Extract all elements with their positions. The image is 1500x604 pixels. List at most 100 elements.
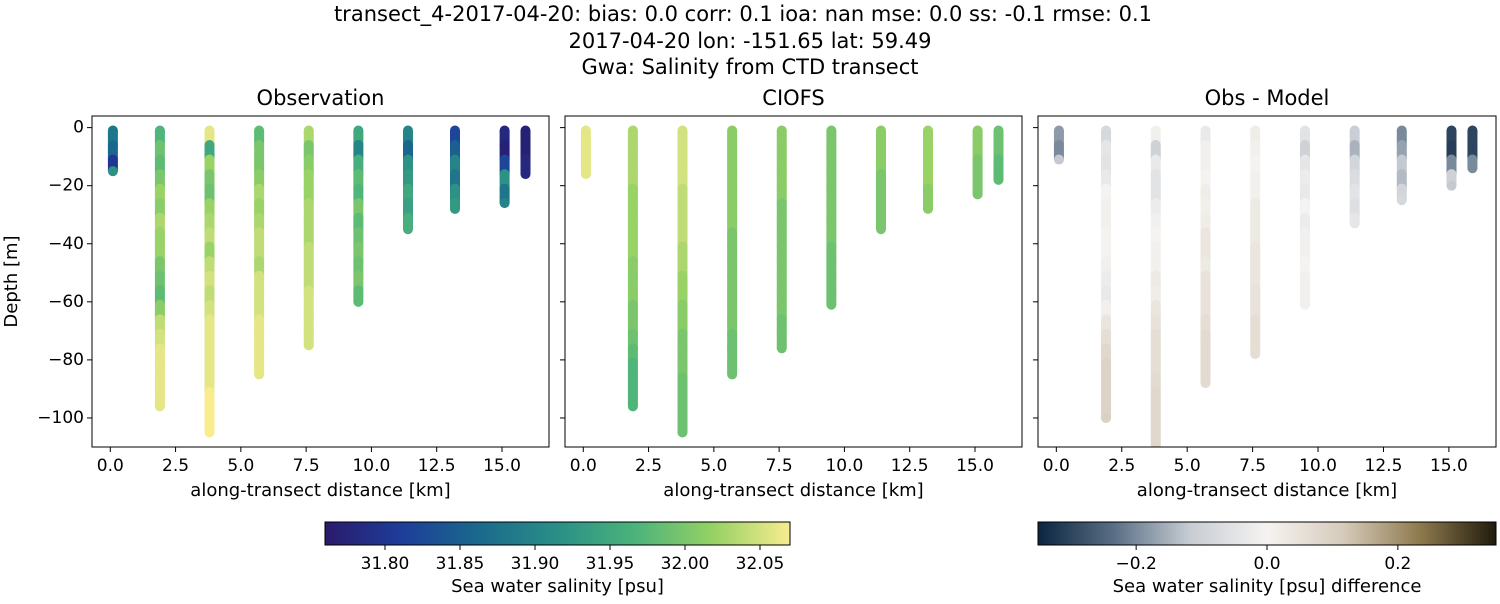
data-point: [993, 154, 1004, 165]
data-point: [1200, 378, 1211, 389]
data-point: [727, 212, 738, 223]
data-point: [254, 212, 265, 223]
data-point: [1101, 241, 1112, 252]
data-point: [1150, 357, 1161, 368]
data-point: [107, 154, 118, 165]
data-point: [1150, 256, 1161, 267]
data-point: [627, 343, 638, 354]
data-point: [154, 212, 165, 223]
data-point: [1299, 270, 1310, 281]
data-point: [727, 125, 738, 136]
data-point: [1150, 430, 1161, 441]
data-point: [1101, 154, 1112, 165]
data-point: [677, 427, 688, 438]
x-tick-label: 0.0: [1043, 456, 1070, 476]
data-point: [254, 241, 265, 252]
data-point: [1200, 328, 1211, 339]
data-point: [677, 140, 688, 151]
data-point: [677, 299, 688, 310]
colorbar-tick-label: 31.80: [361, 554, 410, 574]
data-point: [1299, 198, 1310, 209]
data-point: [972, 140, 983, 151]
data-point: [677, 154, 688, 165]
data-point: [254, 285, 265, 296]
data-point: [727, 241, 738, 252]
data-point: [204, 198, 215, 209]
data-point: [353, 183, 364, 194]
data-point: [826, 256, 837, 267]
colorbar-label: Sea water salinity [psu] difference: [1113, 576, 1422, 597]
data-point: [627, 328, 638, 339]
x-tick-label: 0.0: [570, 456, 597, 476]
data-point: [677, 227, 688, 238]
data-point: [520, 125, 531, 136]
data-point: [1200, 285, 1211, 296]
data-point: [1396, 169, 1407, 180]
data-point: [1150, 386, 1161, 397]
data-point: [1200, 183, 1211, 194]
data-point: [520, 140, 531, 151]
data-point: [875, 224, 886, 235]
data-point: [580, 154, 591, 165]
data-point: [627, 401, 638, 412]
data-point: [677, 270, 688, 281]
data-point: [449, 183, 460, 194]
data-point: [677, 386, 688, 397]
data-point: [627, 357, 638, 368]
data-point: [204, 372, 215, 383]
data-point: [677, 401, 688, 412]
panel-title: Observation: [257, 86, 385, 110]
data-point: [254, 256, 265, 267]
data-point: [353, 296, 364, 307]
data-point: [776, 241, 787, 252]
data-point: [1299, 154, 1310, 165]
data-point: [1200, 198, 1211, 209]
data-point: [154, 125, 165, 136]
data-point: [826, 169, 837, 180]
data-point: [1200, 125, 1211, 136]
data-point: [154, 154, 165, 165]
data-point: [154, 328, 165, 339]
plot-area: [580, 125, 1004, 438]
data-point: [1299, 285, 1310, 296]
x-tick-label: 10.0: [825, 456, 863, 476]
data-point: [1349, 183, 1360, 194]
data-point: [1101, 314, 1112, 325]
x-tick-label: 10.0: [352, 456, 390, 476]
data-point: [1150, 343, 1161, 354]
data-point: [303, 285, 314, 296]
data-point: [1200, 169, 1211, 180]
data-point: [1101, 140, 1112, 151]
data-point: [204, 328, 215, 339]
data-point: [520, 169, 531, 180]
y-tick-label: 0: [73, 118, 84, 138]
data-point: [1150, 415, 1161, 426]
data-point: [1250, 212, 1261, 223]
data-point: [107, 166, 118, 177]
data-point: [1150, 125, 1161, 136]
colorbar-tick-label: 31.85: [436, 554, 485, 574]
data-point: [1250, 328, 1261, 339]
data-point: [254, 357, 265, 368]
data-point: [1299, 125, 1310, 136]
data-point: [677, 415, 688, 426]
data-point: [1250, 198, 1261, 209]
data-point: [1101, 328, 1112, 339]
data-point: [154, 169, 165, 180]
data-point: [627, 299, 638, 310]
data-point: [727, 198, 738, 209]
data-point: [303, 241, 314, 252]
data-point: [826, 212, 837, 223]
data-point: [1150, 314, 1161, 325]
data-point: [627, 140, 638, 151]
y-tick-label: −20: [48, 176, 84, 196]
data-point: [1101, 183, 1112, 194]
colorbar-tick-label: 32.00: [661, 554, 710, 574]
data-point: [776, 270, 787, 281]
data-point: [1150, 442, 1161, 447]
x-tick-label: 12.5: [891, 456, 929, 476]
data-point: [922, 154, 933, 165]
data-point: [154, 256, 165, 267]
data-point: [727, 227, 738, 238]
data-point: [727, 299, 738, 310]
